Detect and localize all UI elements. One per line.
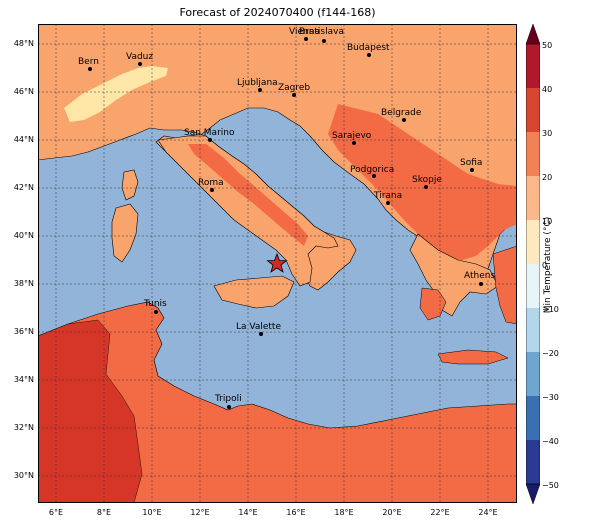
svg-text:Ljubljana: Ljubljana xyxy=(237,78,278,88)
svg-text:Budapest: Budapest xyxy=(347,43,390,53)
land-turkey xyxy=(492,245,517,325)
lon-label: 14°E xyxy=(238,508,258,517)
lon-label: 12°E xyxy=(190,508,210,517)
svg-text:Podgorica: Podgorica xyxy=(350,165,394,175)
svg-text:Skopje: Skopje xyxy=(412,175,442,185)
italy-warm-band xyxy=(188,144,308,246)
colorbar-tick: −40 xyxy=(542,437,559,446)
svg-text:Vienna: Vienna xyxy=(289,27,320,37)
colorbar xyxy=(526,24,540,504)
land-sardinia xyxy=(111,203,139,263)
lat-label: 46°N xyxy=(13,87,34,96)
land-italy xyxy=(157,135,339,287)
alps-cool-band xyxy=(64,66,168,122)
city-podgorica[interactable]: Podgorica xyxy=(350,165,394,178)
lon-label: 20°E xyxy=(382,508,402,517)
lat-label: 40°N xyxy=(13,231,34,240)
colorbar-tick: −20 xyxy=(542,349,559,358)
svg-text:Belgrade: Belgrade xyxy=(381,108,422,118)
svg-text:Vaduz: Vaduz xyxy=(126,52,153,62)
svg-text:Roma: Roma xyxy=(198,178,224,188)
star-marker[interactable] xyxy=(266,252,288,273)
city-zagreb[interactable]: Zagreb xyxy=(278,83,310,97)
city-sofia[interactable]: Sofia xyxy=(460,158,482,172)
lat-label: 42°N xyxy=(13,183,34,192)
svg-text:Sarajevo: Sarajevo xyxy=(332,131,372,141)
lat-label: 38°N xyxy=(13,279,34,288)
city-bratislava[interactable]: Bratislava xyxy=(299,27,344,43)
city-sarajevo[interactable]: Sarajevo xyxy=(332,131,372,145)
city-tirana[interactable]: Tirana xyxy=(373,191,402,205)
colorbar-tick: 0 xyxy=(542,261,548,270)
land-crete xyxy=(437,349,509,365)
city-tunis[interactable]: Tunis xyxy=(143,299,167,314)
colorbar-label: Min Temperature (°C) xyxy=(543,216,553,314)
map-canvas[interactable]: Bern Vaduz Vienna Bratislava Budapest Lj… xyxy=(38,24,517,503)
lat-label: 36°N xyxy=(13,327,34,336)
land-greece xyxy=(409,233,499,317)
city-tripoli[interactable]: Tripoli xyxy=(214,394,242,409)
city-markers: Bern Vaduz Vienna Bratislava Budapest Lj… xyxy=(78,27,495,409)
lat-label: 32°N xyxy=(13,423,34,432)
svg-text:Tirana: Tirana xyxy=(373,191,402,201)
svg-text:Sofia: Sofia xyxy=(460,158,482,168)
svg-text:Tripoli: Tripoli xyxy=(214,394,242,404)
city-bern[interactable]: Bern xyxy=(78,57,99,71)
city-belgrade[interactable]: Belgrade xyxy=(381,108,422,122)
city-vaduz[interactable]: Vaduz xyxy=(126,52,153,66)
svg-text:Tunis: Tunis xyxy=(143,299,167,309)
lon-label: 10°E xyxy=(142,508,162,517)
lon-label: 8°E xyxy=(96,508,112,517)
lon-label: 18°E xyxy=(334,508,354,517)
lat-label: 44°N xyxy=(13,135,34,144)
colorbar-tick: −30 xyxy=(542,393,559,402)
colorbar-tick: 10 xyxy=(542,217,553,226)
city-roma[interactable]: Roma xyxy=(198,178,224,192)
map-title: Forecast of 2024070400 (f144-168) xyxy=(179,6,376,19)
lon-label: 6°E xyxy=(48,508,64,517)
svg-text:San Marino: San Marino xyxy=(184,128,235,138)
lon-label: 24°E xyxy=(478,508,498,517)
city-athens[interactable]: Athens xyxy=(464,271,495,286)
colorbar-tick: −50 xyxy=(542,481,559,490)
lon-label: 22°E xyxy=(430,508,450,517)
colorbar-tick: −10 xyxy=(542,305,559,314)
colorbar-tick: 40 xyxy=(542,85,553,94)
city-ljubljana[interactable]: Ljubljana xyxy=(237,78,278,92)
colorbar-tick: 50 xyxy=(542,41,553,50)
city-skopje[interactable]: Skopje xyxy=(412,175,442,189)
colorbar-tick: 20 xyxy=(542,173,553,182)
land-north-africa xyxy=(38,301,517,503)
city-budapest[interactable]: Budapest xyxy=(347,43,390,57)
svg-text:Athens: Athens xyxy=(464,271,495,281)
svg-text:Bratislava: Bratislava xyxy=(299,27,344,37)
svg-text:Bern: Bern xyxy=(78,57,99,67)
colorbar-tick: 30 xyxy=(542,129,553,138)
city-la-valette[interactable]: La Valette xyxy=(236,322,281,336)
lat-label: 34°N xyxy=(13,375,34,384)
lon-label: 16°E xyxy=(286,508,306,517)
svg-text:Zagreb: Zagreb xyxy=(278,83,310,93)
balkan-warm-band xyxy=(328,104,517,260)
city-vienna[interactable]: Vienna xyxy=(289,27,320,41)
land-africa-hot xyxy=(38,319,143,503)
svg-text:La Valette: La Valette xyxy=(236,322,281,332)
city-san-marino[interactable]: San Marino xyxy=(184,128,235,142)
lat-label: 30°N xyxy=(13,471,34,480)
lat-label: 48°N xyxy=(13,39,34,48)
